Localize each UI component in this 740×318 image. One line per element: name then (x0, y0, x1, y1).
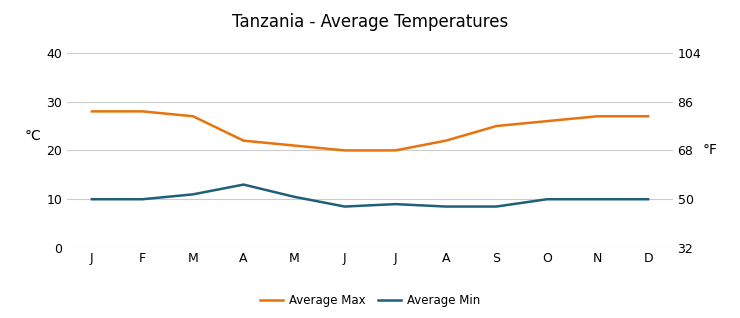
Y-axis label: °F: °F (702, 143, 717, 157)
Average Min (239, 183, 248, 186)
Average Max (492, 124, 501, 128)
Average Min (644, 197, 653, 201)
Average Max (289, 144, 298, 148)
Average Min (542, 197, 551, 201)
Average Max (644, 114, 653, 118)
Average Min (189, 192, 198, 196)
Average Max (391, 149, 400, 152)
Average Min (138, 197, 147, 201)
Line: Average Max: Average Max (92, 111, 648, 150)
Average Max (239, 139, 248, 142)
Average Max (542, 119, 551, 123)
Average Min (492, 205, 501, 209)
Average Min (340, 205, 349, 209)
Average Max (593, 114, 602, 118)
Average Max (87, 109, 96, 113)
Title: Tanzania - Average Temperatures: Tanzania - Average Temperatures (232, 13, 508, 31)
Average Max (189, 114, 198, 118)
Average Min (391, 202, 400, 206)
Average Min (289, 195, 298, 199)
Average Min (441, 205, 450, 209)
Average Min (87, 197, 96, 201)
Average Max (138, 109, 147, 113)
Line: Average Min: Average Min (92, 184, 648, 207)
Average Max (340, 149, 349, 152)
Average Max (441, 139, 450, 142)
Y-axis label: °C: °C (25, 129, 41, 143)
Average Min (593, 197, 602, 201)
Legend: Average Max, Average Min: Average Max, Average Min (255, 290, 485, 312)
